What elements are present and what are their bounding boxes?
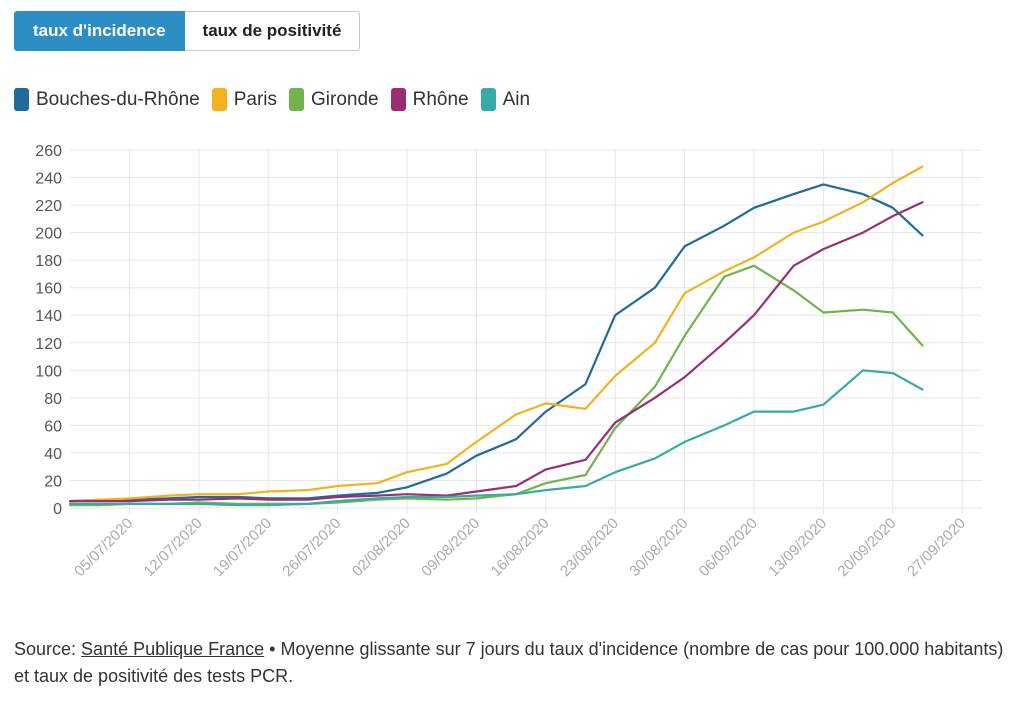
legend-swatch (480, 88, 496, 111)
y-tick-label: 120 (35, 336, 62, 353)
y-tick-label: 0 (53, 501, 62, 518)
legend-swatch (211, 88, 227, 111)
chart-legend: Bouches-du-Rhône Paris Gironde Rhône Ain (14, 88, 542, 111)
y-tick-label: 100 (35, 363, 62, 380)
legend-label: Rhône (412, 88, 469, 110)
legend-swatch (289, 88, 305, 111)
y-tick-label: 20 (44, 473, 62, 490)
y-tick-label: 240 (35, 171, 62, 188)
y-tick-label: 260 (35, 143, 62, 160)
legend-item-bouches-du-rhone[interactable]: Bouches-du-Rhône (14, 88, 200, 111)
series-line-ain (68, 369, 924, 507)
legend-label: Bouches-du-Rhône (36, 88, 200, 110)
x-tick-label: 09/08/2020 (418, 515, 483, 580)
series-line-gironde (68, 264, 924, 507)
x-tick-label: 05/07/2020 (71, 515, 136, 580)
tab-incidence[interactable]: taux d'incidence (14, 11, 185, 51)
legend-label: Paris (233, 88, 278, 110)
series-line-bouches-du-rh-ne (68, 183, 924, 503)
series-line-paris (68, 165, 924, 503)
x-tick-label: 26/07/2020 (279, 515, 344, 580)
y-tick-label: 140 (35, 308, 62, 325)
x-tick-label: 13/09/2020 (765, 515, 830, 580)
x-tick-label: 20/09/2020 (835, 515, 900, 580)
y-tick-label: 200 (35, 226, 62, 243)
x-tick-label: 19/07/2020 (210, 515, 275, 580)
x-tick-label: 12/07/2020 (141, 515, 206, 580)
y-tick-label: 60 (44, 418, 62, 435)
y-tick-label: 220 (35, 198, 62, 215)
source-link[interactable]: Santé Publique France (81, 639, 265, 659)
chart-tab-switcher: taux d'incidence taux de positivité (14, 11, 361, 51)
series-line-rh-ne (68, 201, 924, 503)
source-description: • Moyenne glissante sur 7 jours du taux … (14, 639, 1004, 686)
incidence-line-chart: 0 20 40 60 80 100 120 140 160 180 200 220 240 260 05/0… (35, 143, 982, 580)
x-tick-label: 27/09/2020 (904, 515, 969, 580)
x-tick-label: 06/09/2020 (696, 515, 761, 580)
source-prefix: Source: (14, 639, 82, 659)
y-tick-label: 160 (35, 281, 62, 298)
source-note: Source: Santé Publique France • Moyenne … (14, 636, 1004, 690)
legend-label: Ain (502, 88, 531, 110)
y-tick-label: 80 (44, 391, 62, 408)
legend-item-gironde[interactable]: Gironde (289, 88, 379, 111)
legend-item-ain[interactable]: Ain (480, 88, 531, 111)
legend-item-paris[interactable]: Paris (211, 88, 278, 111)
legend-swatch (390, 88, 406, 111)
x-tick-label: 23/08/2020 (557, 515, 622, 580)
y-tick-label: 180 (35, 253, 62, 270)
legend-item-rhone[interactable]: Rhône (390, 88, 469, 111)
legend-swatch (14, 88, 29, 111)
legend-label: Gironde (311, 88, 379, 110)
y-tick-label: 40 (44, 446, 62, 463)
x-tick-label: 16/08/2020 (488, 515, 553, 580)
x-tick-label: 02/08/2020 (349, 515, 414, 580)
x-tick-label: 30/08/2020 (626, 515, 691, 580)
tab-positivity[interactable]: taux de positivité (184, 11, 361, 51)
